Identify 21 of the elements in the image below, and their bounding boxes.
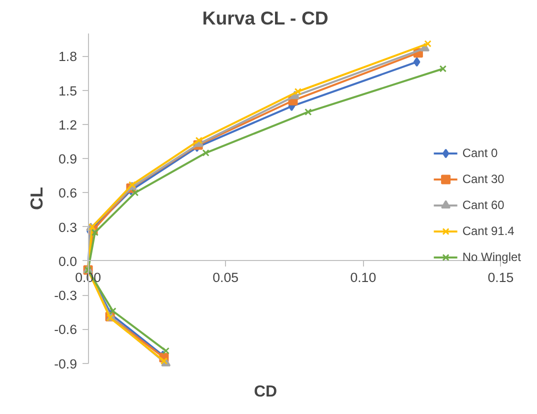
y-tick-label: 1.8 <box>58 49 78 64</box>
y-tick-label: 0.3 <box>58 220 78 235</box>
x-tick-label: 0.10 <box>350 270 376 285</box>
y-tick-label: -0.6 <box>54 322 78 338</box>
y-tick-label: -0.3 <box>54 288 78 304</box>
x-tick-label: 0.15 <box>488 270 514 285</box>
legend-label: Cant 91.4 <box>462 224 514 238</box>
legend-label: Cant 0 <box>462 146 498 160</box>
y-axis-title: CL <box>26 186 47 210</box>
y-tick-label: 0.0 <box>58 254 78 269</box>
y-tick-label: 1.5 <box>58 83 78 98</box>
chart-title: Kurva CL - CD <box>202 8 328 28</box>
legend-label: Cant 60 <box>462 198 504 212</box>
legend-label: No Winglet <box>462 250 521 264</box>
y-tick-label: 0.6 <box>58 186 78 201</box>
legend-label: Cant 30 <box>462 172 504 186</box>
x-axis-title: CD <box>254 384 278 400</box>
x-tick-label: 0.05 <box>212 270 239 285</box>
y-tick-label: 1.2 <box>58 117 78 132</box>
y-tick-label: 0.9 <box>58 152 78 167</box>
y-tick-label: -0.9 <box>54 356 78 372</box>
